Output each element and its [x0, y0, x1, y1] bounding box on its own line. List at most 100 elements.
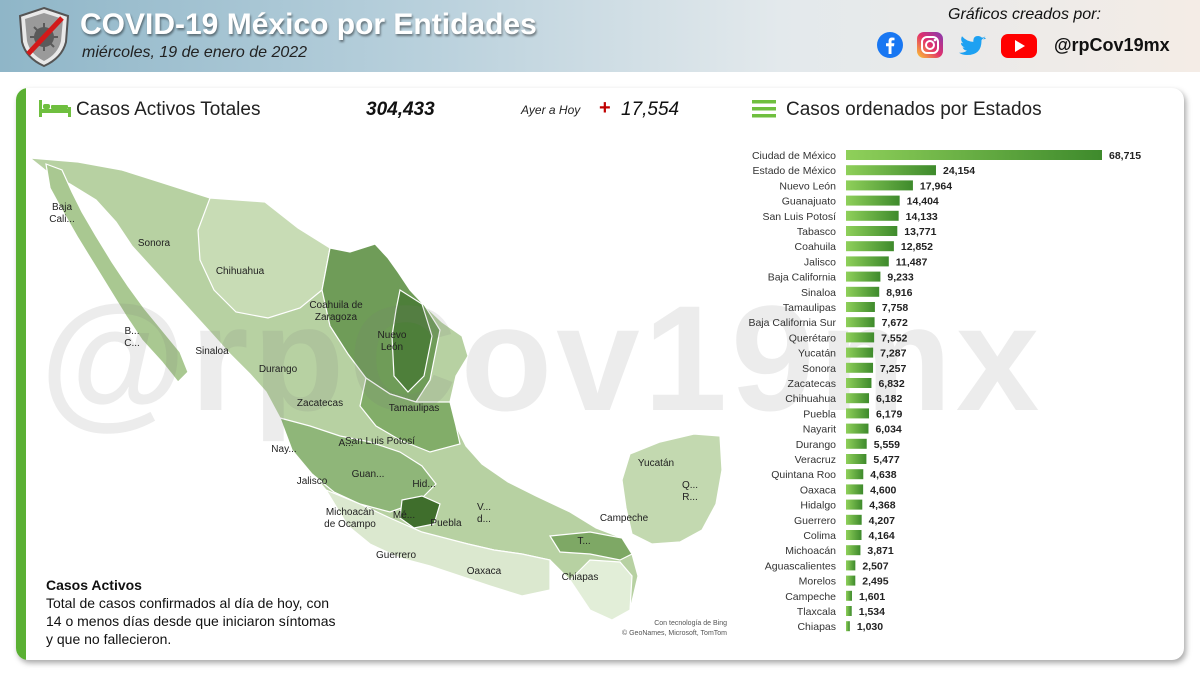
- map-label: Sinaloa: [195, 346, 229, 357]
- bar-value-label: 24,154: [943, 165, 975, 177]
- bar: [846, 271, 881, 282]
- bar-category-label: Estado de México: [753, 165, 837, 177]
- bar-value-label: 7,672: [882, 317, 908, 329]
- ranking-title: Casos ordenados por Estados: [786, 99, 1042, 120]
- bar-value-label: 6,182: [876, 393, 902, 405]
- bar-category-label: Querétaro: [789, 332, 836, 344]
- note-title: Casos Activos: [46, 577, 142, 593]
- report-date: miércoles, 19 de enero de 2022: [82, 44, 308, 61]
- bar-value-label: 4,368: [869, 500, 895, 512]
- bar-value-label: 12,852: [901, 241, 933, 253]
- bar: [846, 241, 894, 252]
- bar: [846, 499, 863, 510]
- bar-category-label: Sinaloa: [801, 287, 836, 299]
- map-region-south: [324, 488, 551, 597]
- map-label: V... d...: [476, 502, 492, 525]
- map-label: Mé...: [392, 510, 416, 521]
- bar: [846, 621, 850, 632]
- bar-value-label: 3,871: [867, 545, 893, 557]
- bar-category-label: Coahuila: [795, 241, 837, 253]
- bar-value-label: 17,964: [920, 180, 952, 192]
- bar: [846, 454, 867, 464]
- bar-category-label: Baja California: [768, 272, 836, 284]
- delta-sign: +: [599, 97, 611, 119]
- panel-accent-stripe: [16, 88, 26, 660]
- bar-category-label: Aguascalientes: [765, 560, 836, 572]
- map-label: Jalisco: [296, 476, 328, 487]
- bar-value-label: 7,257: [880, 363, 906, 375]
- bar-category-label: Baja California Sur: [748, 317, 836, 329]
- map-label: Chiapas: [561, 572, 599, 583]
- bar-category-label: Puebla: [803, 408, 836, 420]
- bar-category-label: Nayarit: [803, 424, 836, 436]
- bar: [846, 195, 900, 206]
- bar-value-label: 11,487: [896, 256, 928, 268]
- bar-value-label: 6,179: [876, 408, 902, 420]
- twitter-icon[interactable]: [956, 31, 988, 59]
- bar: [846, 210, 899, 221]
- bar: [846, 484, 864, 495]
- credits-label: Gráficos creados por:: [948, 6, 1101, 23]
- header-banner: COVID-19 México por Entidades miércoles,…: [0, 0, 1200, 72]
- bar-category-label: Morelos: [799, 576, 836, 588]
- bar-value-label: 2,495: [862, 576, 888, 588]
- bar-value-label: 5,559: [874, 439, 900, 451]
- bar-category-label: Guanajuato: [782, 196, 836, 208]
- map-label: Durango: [258, 364, 298, 375]
- bar-category-label: Chihuahua: [785, 393, 836, 405]
- bar-category-label: Durango: [796, 439, 836, 451]
- map-label: Chihuahua: [215, 266, 265, 277]
- page-title: COVID-19 México por Entidades: [80, 8, 537, 41]
- bar-value-label: 1,534: [859, 606, 885, 618]
- map-label: Yucatán: [637, 458, 675, 469]
- map-label: Baja Cali...: [49, 202, 75, 225]
- bar-value-label: 14,404: [907, 196, 939, 208]
- bar-value-label: 8,916: [886, 287, 912, 299]
- list-icon: [752, 100, 776, 118]
- bar-category-label: Sonora: [802, 363, 836, 375]
- youtube-icon[interactable]: [1000, 31, 1038, 59]
- bar-value-label: 2,507: [862, 560, 888, 572]
- bar-value-label: 5,477: [873, 454, 899, 466]
- bar-category-label: Zacatecas: [788, 378, 836, 390]
- active-cases-total: 304,433: [366, 99, 435, 120]
- map-label: Guan...: [351, 469, 385, 480]
- bar: [846, 575, 856, 586]
- bar-category-label: Jalisco: [804, 256, 836, 268]
- bar: [846, 150, 1102, 160]
- bar-category-label: Veracruz: [795, 454, 836, 466]
- delta-value: 17,554: [621, 99, 680, 120]
- social-links: @rpCov19mx: [876, 30, 1170, 60]
- social-handle[interactable]: @rpCov19mx: [1054, 34, 1170, 55]
- bar-value-label: 7,287: [880, 348, 906, 360]
- mexico-choropleth-map: [30, 157, 723, 621]
- map-label: B... C...: [124, 326, 140, 349]
- bar: [846, 438, 867, 449]
- bar-category-label: Ciudad de México: [752, 150, 836, 162]
- map-region-cdmx: [399, 495, 441, 529]
- bar-value-label: 4,638: [870, 469, 896, 481]
- bar-category-label: Colima: [803, 530, 836, 542]
- map-label: Oaxaca: [466, 566, 502, 577]
- bar-value-label: 6,832: [878, 378, 904, 390]
- bar-value-label: 6,034: [875, 424, 901, 436]
- delta-label: Ayer a Hoy: [521, 103, 581, 117]
- map-region-nuevo-leon-core: [391, 289, 433, 393]
- hospital-bed-icon: [39, 100, 71, 117]
- map-label: Hid...: [412, 479, 436, 490]
- map-label: Michoacán de Ocampo: [324, 507, 376, 530]
- map-region-baja: [45, 163, 189, 383]
- bar-category-label: Tlaxcala: [797, 606, 836, 618]
- definition-note: Casos Activos Total de casos confirmados…: [46, 576, 346, 648]
- map-label: Zacatecas: [296, 398, 344, 409]
- bar-value-label: 13,771: [904, 226, 936, 238]
- map-label: San Luis Potosí: [344, 436, 416, 447]
- instagram-icon[interactable]: [916, 31, 944, 59]
- virus-shield-icon: [18, 6, 70, 68]
- bar: [846, 606, 852, 616]
- map-label: Guerrero: [375, 550, 417, 561]
- facebook-icon[interactable]: [876, 31, 904, 59]
- bar-value-label: 1,030: [857, 621, 883, 633]
- map-label: Tamaulipas: [388, 403, 440, 414]
- bar-value-label: 4,207: [869, 515, 895, 527]
